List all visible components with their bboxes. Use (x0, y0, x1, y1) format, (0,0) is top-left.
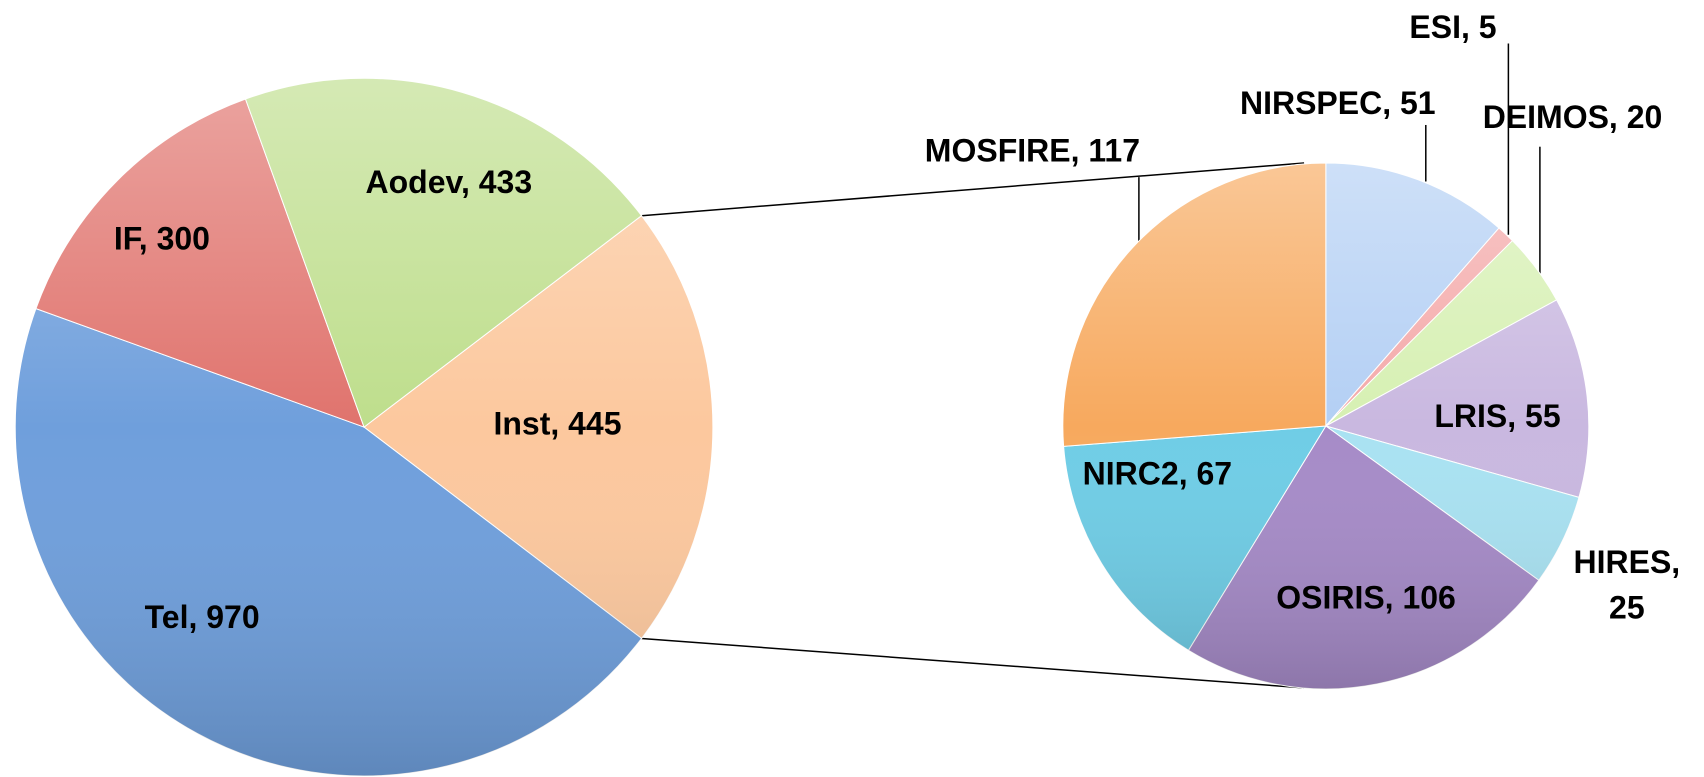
data-label-line: 25 (1609, 590, 1645, 626)
data-label: NIRSPEC, 51 (1240, 85, 1436, 121)
data-label: HIRES, 25 (1573, 545, 1680, 627)
data-label: ESI, 5 (1409, 9, 1496, 45)
data-label: Inst, 445 (493, 405, 621, 441)
data-label: Aodev, 433 (366, 164, 533, 200)
data-label: NIRC2, 67 (1083, 455, 1232, 491)
pie-slice (1062, 162, 1327, 447)
data-label: OSIRIS, 106 (1276, 579, 1456, 615)
data-label-line: HIRES, (1573, 545, 1680, 581)
data-label: MOSFIRE, 117 (925, 133, 1140, 169)
data-label: DEIMOS, 20 (1483, 99, 1663, 135)
data-label: LRIS, 55 (1434, 398, 1560, 434)
data-label: IF, 300 (114, 221, 210, 257)
data-label: Tel, 970 (145, 599, 260, 635)
